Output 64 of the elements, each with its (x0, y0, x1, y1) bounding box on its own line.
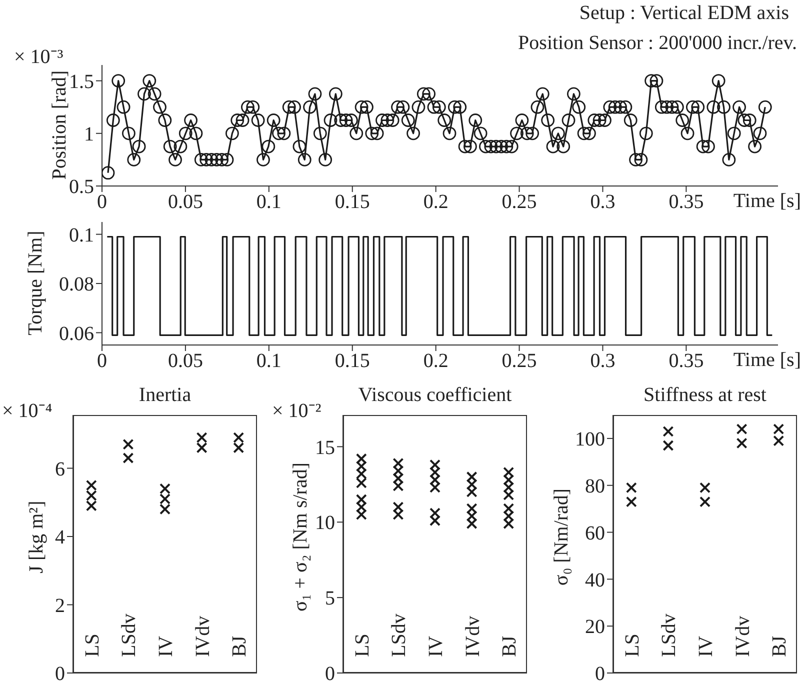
y-tick-label: 1 (84, 123, 94, 146)
y-tick-label: 0 (55, 663, 65, 686)
x-tick-label: 0.2 (423, 191, 448, 214)
y-tick-label: 2 (55, 594, 65, 617)
x-tick-label: 0.05 (168, 191, 203, 214)
y-tick-label: 0 (595, 663, 605, 686)
x-tick-label: LS (81, 634, 104, 657)
y-tick-label: 100 (575, 428, 605, 451)
x-tick-label: 0.25 (502, 350, 537, 372)
x-tick-label: IVdv (732, 616, 754, 657)
text: Setup : Vertical EDM axis (579, 2, 789, 25)
x-tick-label: 0.3 (590, 350, 616, 372)
x-axis-title: Time [s] (733, 349, 801, 372)
x-tick-label: 0.25 (502, 191, 537, 214)
x-tick-label: 0.1 (256, 350, 282, 372)
x-tick-label: IV (695, 635, 717, 657)
x-tick-label: BJ (498, 636, 521, 657)
chart-title: Inertia (138, 384, 192, 407)
text: × 10⁻² (272, 399, 322, 423)
y-axis-title: J [kg m²] (26, 500, 48, 574)
x-tick-label: LS (351, 634, 374, 657)
y-tick-label: 40 (585, 569, 605, 592)
x-tick-label: 0.1 (256, 191, 282, 214)
x-tick-label: 0.3 (590, 191, 616, 214)
text: × 10⁻⁴ (2, 399, 52, 423)
y-tick-label: 0.08 (59, 274, 94, 296)
x-axis-title: Time [s] (733, 190, 801, 213)
y-axis-title: Torque [Nm] (24, 230, 48, 336)
text: × 10⁻³ (14, 45, 64, 69)
y-tick-label: 20 (585, 616, 605, 638)
x-tick-label: 0.15 (334, 350, 370, 372)
y-tick-label: 0.1 (69, 224, 94, 246)
x-tick-label: 0.2 (423, 350, 448, 372)
chart-title: Viscous coefficient (357, 384, 513, 407)
x-tick-label: LSdv (388, 614, 410, 657)
text: Position Sensor : 200'000 incr./rev. (518, 32, 797, 55)
x-tick-label: LSdv (118, 614, 140, 657)
y-axis-title: σ₀ [Nm/rad] (550, 488, 574, 586)
x-tick-label: 0.05 (168, 350, 203, 372)
x-tick-label: 0.15 (334, 191, 370, 214)
y-tick-label: 60 (585, 522, 605, 544)
x-tick-label: BJ (768, 636, 791, 657)
y-tick-label: 0.06 (59, 322, 94, 345)
x-tick-label: IV (425, 635, 447, 657)
y-tick-label: 4 (55, 526, 65, 549)
y-tick-label: 1.5 (69, 70, 94, 93)
y-tick-label: 0 (325, 663, 335, 686)
x-tick-label: LS (621, 634, 644, 657)
y-tick-label: 5 (325, 588, 335, 610)
x-tick-label: IVdv (192, 616, 214, 657)
y-axis-title: Position [rad] (48, 70, 70, 180)
x-tick-label: 0.35 (668, 350, 704, 372)
chart-title: Stiffness at rest (642, 384, 768, 407)
y-tick-label: 0.5 (69, 176, 94, 198)
y-tick-label: 15 (315, 436, 335, 459)
y-tick-label: 80 (585, 475, 605, 498)
x-tick-label: LSdv (658, 614, 680, 657)
x-tick-label: IVdv (462, 616, 484, 657)
x-tick-label: BJ (228, 636, 251, 657)
y-tick-label: 10 (315, 512, 335, 534)
x-tick-label: IV (155, 635, 177, 657)
y-axis-title: σ₁ + σ₂ [Nm s/rad] (290, 462, 312, 612)
y-tick-label: 6 (55, 458, 65, 480)
x-tick-label: 0.35 (668, 191, 704, 214)
